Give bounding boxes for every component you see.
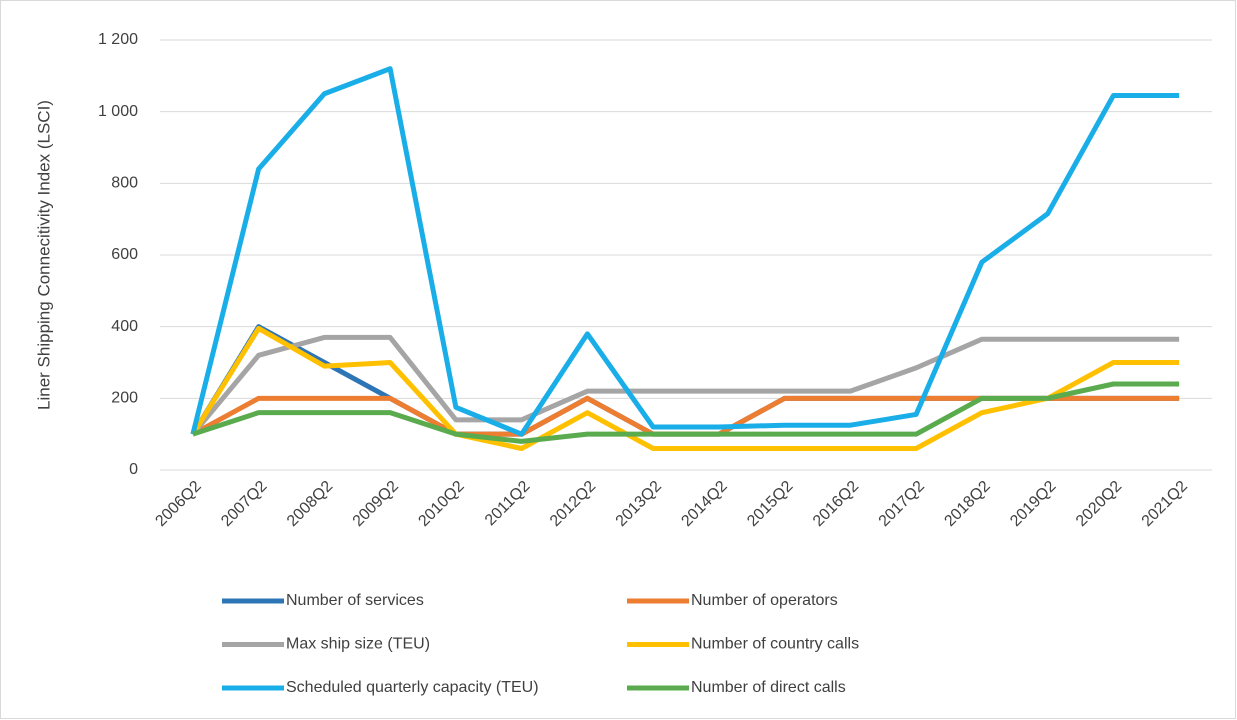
y-tick-label: 0 <box>129 461 138 478</box>
legend-label: Number of operators <box>691 592 838 609</box>
legend-label: Number of services <box>286 592 424 609</box>
legend-label: Scheduled quarterly capacity (TEU) <box>286 679 539 696</box>
legend-label: Max ship size (TEU) <box>286 636 430 653</box>
series-line <box>192 381 1180 444</box>
y-tick-label: 1 000 <box>98 103 138 120</box>
legend-label: Number of direct calls <box>691 679 846 696</box>
y-axis-title: Liner Shipping Connecitivity Index (LSCI… <box>34 100 53 410</box>
series-line <box>190 66 1180 437</box>
y-tick-label: 400 <box>111 318 138 335</box>
y-tick-label: 800 <box>111 175 138 192</box>
y-tick-label: 1 200 <box>98 31 138 48</box>
y-tick-label: 600 <box>111 246 138 263</box>
y-tick-label: 200 <box>111 390 138 407</box>
series-line <box>190 325 1180 451</box>
series-line <box>190 334 1180 436</box>
legend-label: Number of country calls <box>691 636 859 653</box>
